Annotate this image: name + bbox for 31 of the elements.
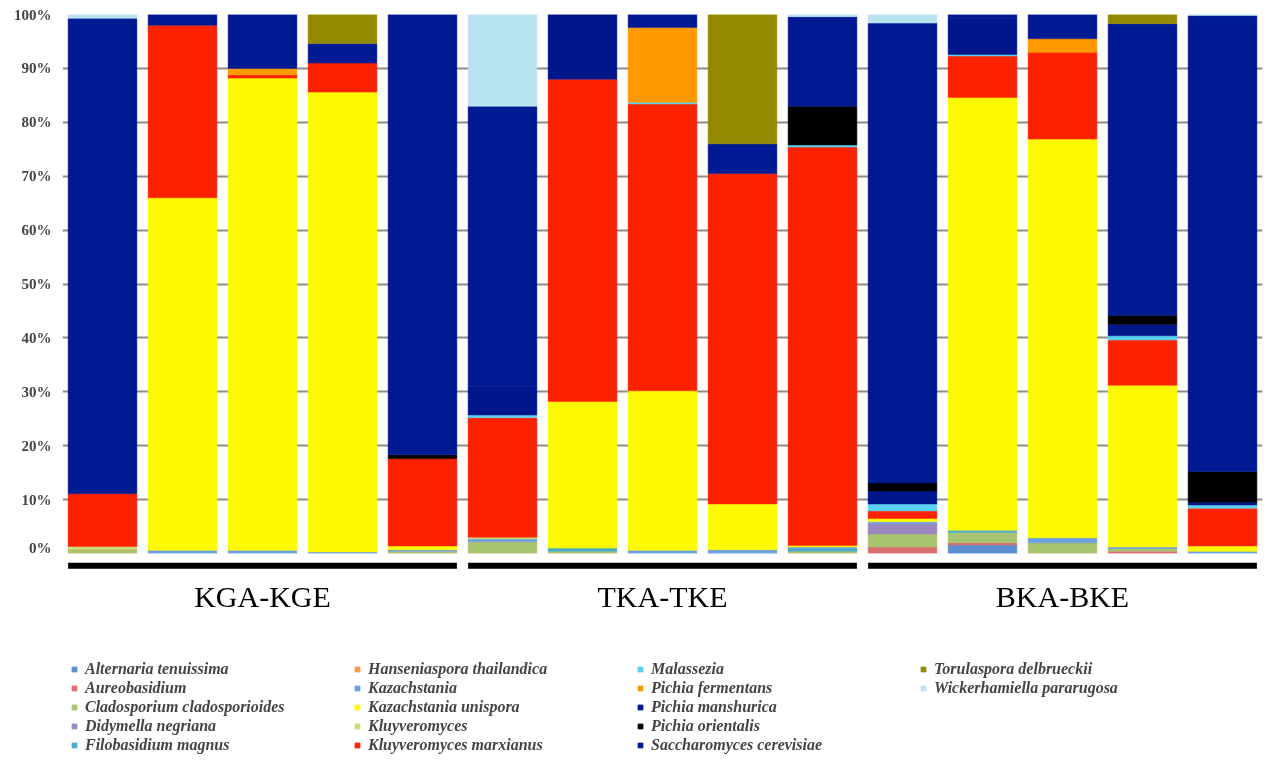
legend-label: Kazachstania [368, 679, 458, 697]
legend-label: Kluyveromyces [368, 717, 469, 735]
legend-label: Torulaspora delbrueckii [934, 660, 1094, 678]
text: KGA-KGE [194, 580, 331, 613]
legend-label: Saccharomyces cerevisiae [651, 736, 824, 754]
y-tick-label: 60% [21, 222, 52, 239]
y-tick-label: 10% [21, 491, 52, 508]
legend-label: Kazachstania unispora [368, 698, 521, 716]
legend-label: Pichia manshurica [651, 698, 778, 716]
legend-label: Wickerhamiella pararugosa [934, 679, 1119, 697]
y-tick-label: 90% [21, 60, 52, 77]
text: TKA-TKE [597, 580, 728, 613]
legend-label: Kluyveromyces marxianus [368, 736, 544, 754]
legend-label: Filobasidium magnus [85, 736, 231, 754]
legend-label: Pichia fermentans [651, 679, 774, 697]
y-tick-label: 0% [29, 539, 52, 556]
y-tick-label: 50% [21, 276, 52, 292]
y-tick-label: 100% [14, 6, 52, 23]
y-tick-label: 40% [21, 329, 52, 346]
legend-label: Aureobasidium [85, 679, 188, 697]
y-tick-label: 20% [21, 437, 52, 454]
y-tick-label: 70% [21, 168, 52, 185]
y-tick-label: 30% [21, 383, 52, 400]
legend-label: Malassezia [651, 660, 725, 678]
legend-label: Pichia orientalis [651, 717, 761, 735]
legend-label: Cladosporium cladosporioides [85, 698, 286, 716]
text: BKA-BKE [995, 580, 1130, 613]
y-tick-label: 80% [21, 114, 52, 131]
legend-label: Didymella negriana [85, 717, 218, 735]
legend-label: Alternaria tenuissima [85, 660, 230, 678]
legend-label: Hanseniaspora thailandica [368, 660, 549, 678]
